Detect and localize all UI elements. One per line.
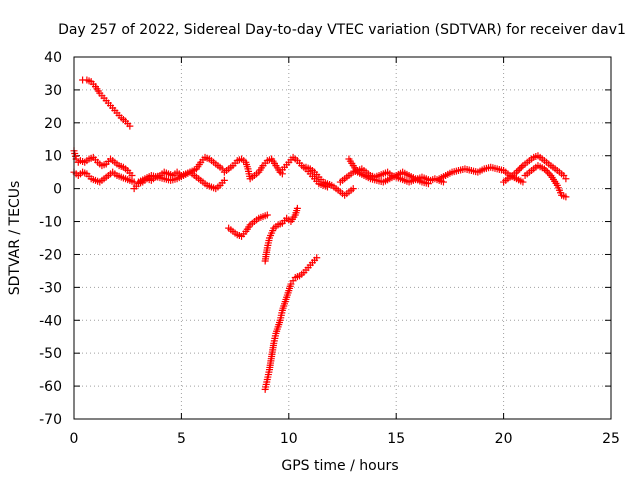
data-point-interp	[516, 165, 524, 173]
data-series	[70, 76, 570, 393]
grid-lines	[74, 57, 611, 419]
data-point	[293, 204, 301, 212]
series-arc-dip-mid	[225, 211, 271, 240]
data-point	[519, 178, 527, 186]
series-arc-deep-dip	[261, 254, 321, 393]
series-arc-end	[521, 162, 570, 201]
series-arc-evening	[435, 163, 527, 186]
data-point	[424, 180, 432, 188]
x-tick-label: 25	[602, 431, 620, 447]
x-axis-label: GPS time / hours	[281, 458, 398, 474]
y-tick-label: -30	[39, 280, 62, 296]
x-tick-label: 15	[387, 431, 405, 447]
y-tick-label: -60	[39, 379, 62, 395]
x-tick-label: 20	[495, 431, 513, 447]
x-tick-label: 10	[280, 431, 298, 447]
data-point	[562, 193, 570, 201]
data-point	[562, 175, 570, 183]
y-tick-label: -40	[39, 313, 62, 329]
y-tick-label: -10	[39, 215, 62, 231]
y-tick-label: -50	[39, 346, 62, 362]
data-point-interp	[514, 167, 522, 175]
y-tick-label: -70	[39, 412, 62, 428]
y-tick-label: 0	[53, 182, 62, 198]
series-arc-high-start	[79, 76, 134, 130]
data-point-interp	[544, 168, 552, 176]
data-point	[220, 176, 228, 184]
series-arc-night	[500, 152, 570, 186]
y-tick-label: 20	[44, 116, 62, 132]
series-arc-afternoon-b	[302, 163, 357, 199]
y-axis-label: SDTVAR / TECUs	[7, 181, 23, 296]
series-arc-dip-recovery	[261, 204, 301, 265]
y-tick-label: 30	[44, 83, 62, 99]
y-tick-label: -20	[39, 247, 62, 263]
data-point-interp	[545, 170, 553, 178]
x-tick-label: 5	[177, 431, 186, 447]
series-arc-morning-b	[134, 153, 226, 186]
data-point	[313, 254, 321, 262]
axis-ticks	[73, 56, 612, 420]
data-point-interp	[542, 167, 550, 175]
x-tick-labels: 0 5 10 15 20 25	[70, 431, 620, 447]
data-point	[126, 122, 134, 130]
x-tick-label: 0	[70, 431, 79, 447]
y-tick-labels: -70 -60 -50 -40 -30 -20 -10 0 10 20 30 40	[39, 50, 62, 428]
chart-title: Day 257 of 2022, Sidereal Day-to-day VTE…	[58, 22, 626, 38]
y-tick-label: 10	[44, 149, 62, 165]
data-point	[263, 211, 271, 219]
series-arc-midmorning	[220, 155, 286, 183]
data-point	[349, 185, 357, 193]
data-point	[512, 168, 520, 176]
series-arc-mid-afternoon	[345, 155, 432, 188]
data-point	[540, 165, 548, 173]
data-point-interp	[517, 163, 525, 171]
y-tick-label: 40	[44, 50, 62, 66]
plot-frame	[73, 56, 612, 420]
series-arc-start-upper	[70, 147, 136, 179]
